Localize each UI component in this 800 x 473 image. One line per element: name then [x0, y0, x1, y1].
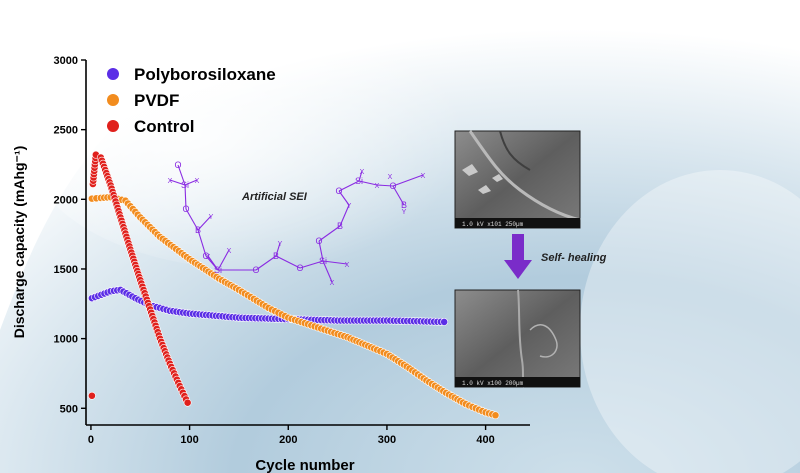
y-ticks: 500 1000 1500 2000 2500 3000	[54, 55, 86, 415]
data-point	[440, 318, 449, 326]
artificial-sei-label: Artificial SEI	[241, 191, 308, 203]
self-healing-arrow	[504, 234, 532, 279]
legend-label-pvdf: PVDF	[134, 91, 179, 110]
chem-bond	[392, 174, 424, 187]
chem-atom: O	[182, 204, 189, 214]
series-control	[88, 150, 192, 407]
chem-bond	[197, 215, 212, 231]
chem-atom: X	[375, 183, 380, 190]
chem-bond	[392, 185, 405, 206]
y-tick-label: 2500	[54, 125, 78, 137]
chem-atom: X	[206, 254, 211, 261]
chem-atom: X	[168, 178, 173, 185]
legend: Polyborosiloxane PVDF Control	[107, 65, 276, 136]
chem-bond	[318, 225, 341, 242]
chem-bond	[358, 180, 378, 186]
chem-atom: O	[335, 186, 342, 196]
chem-atom: O	[252, 265, 259, 275]
chem-atom: Si	[319, 256, 327, 266]
chem-bond	[275, 255, 301, 269]
chem-bond	[185, 208, 199, 231]
chem-atom: X	[388, 174, 393, 181]
chem-atom: O	[202, 251, 209, 261]
chem-bond	[255, 255, 277, 271]
x-tick-label: 300	[378, 434, 396, 446]
chem-atom: X	[360, 169, 365, 176]
self-healing-label: Self- healing	[541, 252, 607, 264]
y-axis-label: Discharge capacity (mAhg⁻¹)	[11, 146, 27, 339]
chem-atom: Y	[278, 241, 283, 248]
sem-image-after: 1.0 kV x100 200µm	[454, 289, 581, 388]
chem-atom: X	[330, 280, 335, 287]
y-tick-label: 500	[60, 403, 78, 415]
chem-atom: Si	[181, 180, 189, 190]
x-tick-label: 200	[279, 434, 297, 446]
chem-bond	[217, 249, 230, 271]
x-tick-label: 0	[88, 434, 94, 446]
x-ticks: 0 100 200 300 400	[88, 425, 495, 446]
x-tick-label: 400	[476, 434, 494, 446]
data-point	[88, 391, 96, 400]
chem-atom: X	[421, 173, 426, 180]
chem-atom: Y	[347, 203, 352, 210]
x-tick-label: 100	[180, 434, 198, 446]
chem-atom: X	[345, 262, 350, 269]
chem-atom: O	[174, 160, 181, 170]
chem-atom: Y	[209, 214, 214, 221]
chem-atom: B	[401, 200, 407, 210]
legend-marker-polyborosiloxane	[107, 68, 119, 80]
data-point	[491, 411, 500, 420]
chem-bond	[376, 184, 394, 187]
chem-bond	[339, 204, 350, 227]
chem-bond	[338, 180, 360, 192]
chem-bond	[358, 170, 363, 182]
chem-bond	[322, 260, 348, 265]
chem-bond	[197, 229, 207, 257]
chem-bond	[207, 255, 219, 271]
chem-atom: Y	[402, 209, 407, 216]
y-tick-label: 3000	[54, 55, 78, 67]
legend-label-polyborosiloxane: Polyborosiloxane	[134, 65, 276, 84]
chem-bond	[322, 260, 333, 283]
legend-marker-control	[107, 120, 119, 132]
y-tick-label: 2000	[54, 194, 78, 206]
chem-bond	[184, 179, 198, 186]
legend-label-control: Control	[134, 117, 194, 136]
chem-atom: O	[296, 263, 303, 273]
y-tick-label: 1000	[54, 334, 78, 346]
axes	[85, 60, 530, 426]
chem-bond	[184, 184, 187, 210]
x-axis-label: Cycle number	[255, 457, 354, 473]
chem-bond	[275, 242, 281, 257]
chem-atom: B	[273, 251, 279, 261]
legend-marker-pvdf	[107, 94, 119, 106]
chem-atom: Si	[214, 265, 222, 275]
chem-atom: X	[227, 248, 232, 255]
chem-bond	[318, 240, 324, 262]
chart-area: 0 100 200 300 400 500 1000 1500 2000 2500 3000 Cy…	[11, 55, 530, 473]
sem-before-footer: 1.0 kV x101 250µm	[462, 221, 524, 228]
data-point	[183, 398, 192, 407]
y-tick-label: 1500	[54, 264, 78, 276]
chem-bond	[299, 260, 324, 269]
sem-after-footer: 1.0 kV x100 200µm	[462, 380, 524, 387]
chem-bond	[338, 190, 350, 206]
chem-atom: O	[389, 181, 396, 191]
sem-image-before: 1.0 kV x101 250µm	[454, 130, 581, 229]
chem-atom: X	[195, 178, 200, 185]
chem-bond	[177, 164, 186, 186]
chem-atom: O	[315, 236, 322, 246]
series-layer	[88, 150, 500, 420]
chem-atom: Si	[355, 176, 363, 186]
chem-atom: B	[337, 221, 343, 231]
chem-bond	[169, 179, 186, 186]
chem-atom: B	[195, 225, 201, 235]
